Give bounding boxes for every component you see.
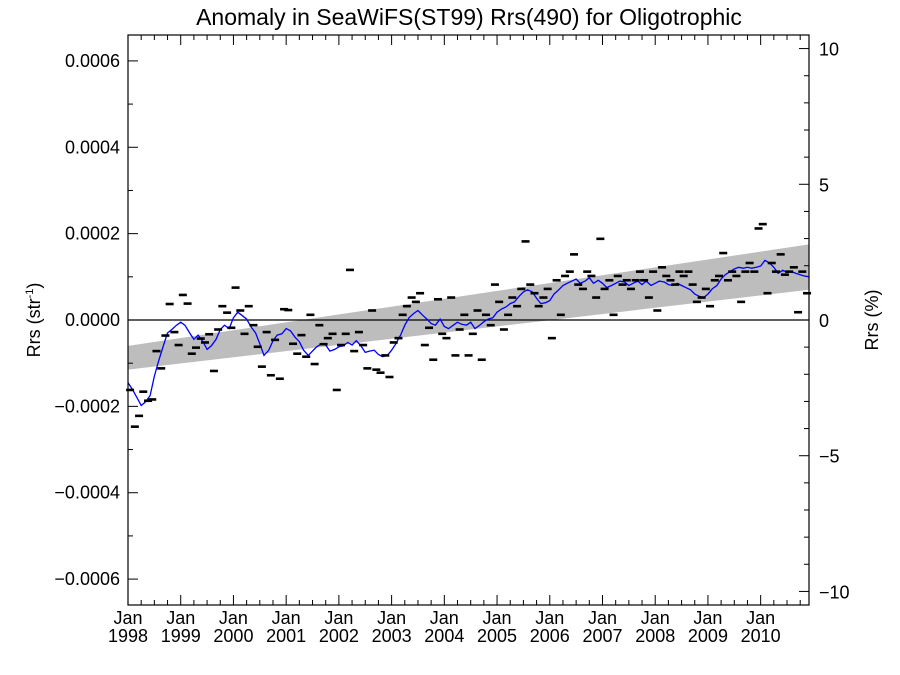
y2-tick-label: 10 [819, 40, 839, 60]
x-tick-label-month: Jan [641, 608, 670, 628]
tick-labels: −0.0006 −0.0004 −0.0002 0.0000 0.0002 0.0004 0… [54, 40, 849, 646]
x-tick-label-month: Jan [219, 608, 248, 628]
x-tick-label-month: Jan [430, 608, 459, 628]
y-axis-label: Rrs (str-1) [24, 283, 44, 358]
y-tick-label: −0.0006 [54, 569, 120, 589]
y2-axis-label: Rrs (%) [862, 290, 882, 351]
x-tick-label-month: Jan [324, 608, 353, 628]
x-tick-label-month: Jan [272, 608, 301, 628]
x-tick-label-month: Jan [483, 608, 512, 628]
y2-tick-label: −10 [819, 582, 850, 602]
y-axis-label-base: Rrs (str [24, 298, 44, 357]
smoothed-line-layer [127, 259, 810, 407]
x-tick-label-year: 2006 [530, 626, 570, 646]
x-tick-label-year: 2000 [213, 626, 253, 646]
x-tick-label-month: Jan [377, 608, 406, 628]
x-tick-label-year: 1999 [161, 626, 201, 646]
axis-ticks [127, 35, 809, 605]
x-tick-label-month: Jan [535, 608, 564, 628]
y2-tick-label: 0 [819, 311, 829, 331]
y-tick-label: 0.0004 [65, 137, 120, 157]
y-tick-label: −0.0002 [54, 396, 120, 416]
x-tick-label-year: 2010 [741, 626, 781, 646]
x-tick-label-month: Jan [693, 608, 722, 628]
y-axis-label-superscript: -1 [24, 289, 36, 299]
y-tick-label: 0.0000 [65, 310, 120, 330]
x-tick-label-year: 1998 [108, 626, 148, 646]
x-tick-label-month: Jan [113, 608, 142, 628]
x-tick-label-year: 2007 [582, 626, 622, 646]
x-tick-label-year: 2004 [424, 626, 464, 646]
x-tick-label-year: 2003 [372, 626, 412, 646]
x-tick-label-year: 2009 [688, 626, 728, 646]
smoothed-series-line [127, 259, 810, 407]
y-tick-label: 0.0002 [65, 224, 120, 244]
x-tick-label-month: Jan [166, 608, 195, 628]
y-tick-label: −0.0004 [54, 483, 120, 503]
x-tick-label-month: Jan [588, 608, 617, 628]
y2-tick-label: −5 [819, 447, 840, 467]
chart-title: Anomaly in SeaWiFS(ST99) Rrs(490) for Ol… [196, 4, 742, 30]
trend-band [128, 244, 809, 370]
x-tick-label-year: 2008 [635, 626, 675, 646]
y-tick-label: 0.0006 [65, 51, 120, 71]
monthly-anomaly-markers [126, 222, 812, 428]
trend-band-layer [128, 244, 809, 370]
x-tick-label-year: 2001 [266, 626, 306, 646]
x-tick-label-year: 2005 [477, 626, 517, 646]
x-tick-label-year: 2002 [319, 626, 359, 646]
y-axis-label-end: ) [24, 283, 44, 289]
y2-tick-label: 5 [819, 175, 829, 195]
x-tick-label-month: Jan [746, 608, 775, 628]
